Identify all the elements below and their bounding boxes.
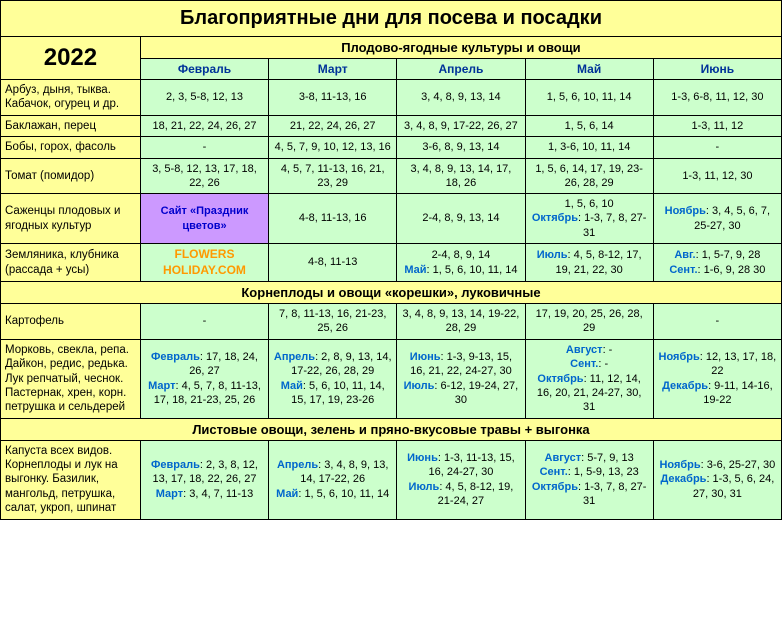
table-row: Морковь, свекла, репа. Дайкон, редис, ре… (1, 339, 782, 418)
data-cell: 2-4, 8, 9, 13, 14 (397, 194, 525, 244)
data-cell: 1, 5, 6, 10, 11, 14 (525, 80, 653, 116)
data-cell: 1-3, 11, 12, 30 (653, 158, 781, 194)
data-cell: 4, 5, 7, 11-13, 16, 21, 23, 29 (269, 158, 397, 194)
data-cell: Июнь: 1-3, 9-13, 15, 16, 21, 22, 24-27, … (397, 339, 525, 418)
data-cell: 4, 5, 7, 9, 10, 12, 13, 16 (269, 137, 397, 158)
data-cell: Авг.: 1, 5-7, 9, 28Сент.: 1-6, 9, 28 30 (653, 243, 781, 281)
data-cell: 1, 5, 6, 14 (525, 115, 653, 136)
data-cell: 3-8, 11-13, 16 (269, 80, 397, 116)
data-cell: Февраль: 2, 3, 8, 12, 13, 17, 18, 22, 26… (140, 440, 268, 519)
section-header-1: Плодово-ягодные культуры и овощи (140, 37, 781, 59)
data-cell: Ноябрь: 3-6, 25-27, 30Декабрь: 1-3, 5, 6… (653, 440, 781, 519)
data-cell: 4-8, 11-13, 16 (269, 194, 397, 244)
table-row: Земляника, клубника (рассада + усы) FLOW… (1, 243, 782, 281)
planting-calendar-table: Благоприятные дни для посева и посадки 2… (0, 0, 782, 520)
data-cell: 3, 4, 8, 9, 13, 14, 17, 18, 26 (397, 158, 525, 194)
data-cell: Август: 5-7, 9, 13Сент.: 1, 5-9, 13, 23О… (525, 440, 653, 519)
data-cell: - (653, 304, 781, 340)
table-row: Саженцы плодовых и ягодных культур Сайт … (1, 194, 782, 244)
data-cell: 3-6, 8, 9, 13, 14 (397, 137, 525, 158)
crop-label: Земляника, клубника (рассада + усы) (1, 243, 141, 281)
data-cell: 3, 4, 8, 9, 13, 14, 19-22, 28, 29 (397, 304, 525, 340)
data-cell: 1, 5, 6, 10Октябрь: 1-3, 7, 8, 27-31 (525, 194, 653, 244)
crop-label: Морковь, свекла, репа. Дайкон, редис, ре… (1, 339, 141, 418)
data-cell: 1-3, 6-8, 11, 12, 30 (653, 80, 781, 116)
page-title: Благоприятные дни для посева и посадки (1, 1, 782, 37)
data-cell: 4-8, 11-13 (269, 243, 397, 281)
data-cell: Ноябрь: 3, 4, 5, 6, 7, 25-27, 30 (653, 194, 781, 244)
data-cell: 17, 19, 20, 25, 26, 28, 29 (525, 304, 653, 340)
data-cell: - (653, 137, 781, 158)
month-jun: Июнь (653, 59, 781, 80)
data-cell: 1, 5, 6, 14, 17, 19, 23-26, 28, 29 (525, 158, 653, 194)
crop-label: Арбуз, дыня, тыква. Кабачок, огурец и др… (1, 80, 141, 116)
table-row: Капуста всех видов. Корнеплоды и лук на … (1, 440, 782, 519)
month-mar: Март (269, 59, 397, 80)
data-cell: 21, 22, 24, 26, 27 (269, 115, 397, 136)
crop-label: Картофель (1, 304, 141, 340)
data-cell: 2, 3, 5-8, 12, 13 (140, 80, 268, 116)
data-cell: Апрель: 2, 8, 9, 13, 14, 17-22, 26, 28, … (269, 339, 397, 418)
table-row: Томат (помидор) 3, 5-8, 12, 13, 17, 18, … (1, 158, 782, 194)
data-cell: Август: -Сент.: -Октябрь: 11, 12, 14, 16… (525, 339, 653, 418)
data-cell: Июль: 4, 5, 8-12, 17, 19, 21, 22, 30 (525, 243, 653, 281)
promo-cell: FLOWERS HOLIDAY.COM (140, 243, 268, 281)
data-cell: 1, 3-6, 10, 11, 14 (525, 137, 653, 158)
table-row: Арбуз, дыня, тыква. Кабачок, огурец и др… (1, 80, 782, 116)
data-cell: Ноябрь: 12, 13, 17, 18, 22Декабрь: 9-11,… (653, 339, 781, 418)
data-cell: 3, 4, 8, 9, 17-22, 26, 27 (397, 115, 525, 136)
data-cell: Апрель: 3, 4, 8, 9, 13, 14, 17-22, 26Май… (269, 440, 397, 519)
section-header-2: Корнеплоды и овощи «корешки», луковичные (1, 282, 782, 304)
month-may: Май (525, 59, 653, 80)
table-row: Картофель - 7, 8, 11-13, 16, 21-23, 25, … (1, 304, 782, 340)
data-cell: 2-4, 8, 9, 14Май: 1, 5, 6, 10, 11, 14 (397, 243, 525, 281)
promo-cell: Сайт «Праздник цветов» (140, 194, 268, 244)
crop-label: Томат (помидор) (1, 158, 141, 194)
month-apr: Апрель (397, 59, 525, 80)
data-cell: 7, 8, 11-13, 16, 21-23, 25, 26 (269, 304, 397, 340)
crop-label: Саженцы плодовых и ягодных культур (1, 194, 141, 244)
table-row: Бобы, горох, фасоль - 4, 5, 7, 9, 10, 12… (1, 137, 782, 158)
data-cell: 18, 21, 22, 24, 26, 27 (140, 115, 268, 136)
data-cell: Июнь: 1-3, 11-13, 15, 16, 24-27, 30Июль:… (397, 440, 525, 519)
data-cell: - (140, 304, 268, 340)
data-cell: Февраль: 17, 18, 24, 26, 27Март: 4, 5, 7… (140, 339, 268, 418)
year-cell: 2022 (1, 37, 141, 80)
section-header-3: Листовые овощи, зелень и пряно-вкусовые … (1, 418, 782, 440)
data-cell: - (140, 137, 268, 158)
data-cell: 1-3, 11, 12 (653, 115, 781, 136)
crop-label: Капуста всех видов. Корнеплоды и лук на … (1, 440, 141, 519)
crop-label: Баклажан, перец (1, 115, 141, 136)
crop-label: Бобы, горох, фасоль (1, 137, 141, 158)
table-row: Баклажан, перец 18, 21, 22, 24, 26, 27 2… (1, 115, 782, 136)
month-feb: Февраль (140, 59, 268, 80)
data-cell: 3, 5-8, 12, 13, 17, 18, 22, 26 (140, 158, 268, 194)
data-cell: 3, 4, 8, 9, 13, 14 (397, 80, 525, 116)
